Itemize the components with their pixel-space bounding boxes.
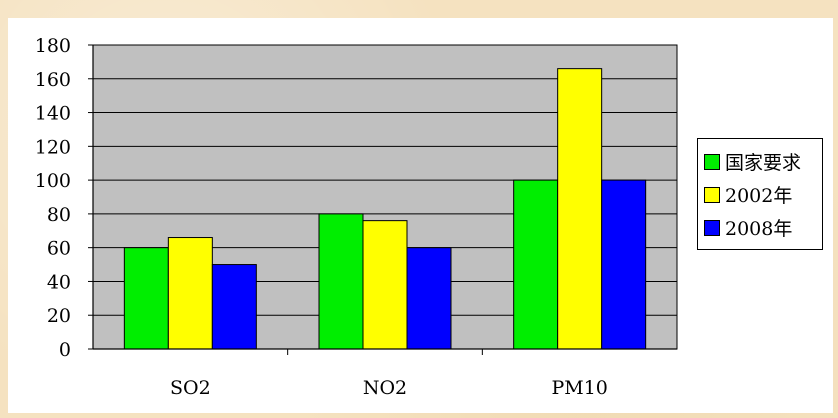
- legend-swatch: [704, 219, 720, 236]
- y-tick-label: 0: [59, 339, 71, 361]
- legend-label: 国家要求: [725, 152, 802, 174]
- chart-area: 0 20 40 60 80 100 120 140 160 180 SO2 NO2 PM10: [8, 18, 833, 413]
- y-tick-label: 40: [47, 271, 71, 293]
- y-tick-label: 100: [35, 170, 71, 192]
- x-category-label: SO2: [170, 377, 211, 399]
- legend-label: 2008年: [725, 218, 793, 240]
- chart-legend: 国家要求 2002年 2008年: [697, 138, 823, 250]
- y-tick-label: 160: [35, 69, 71, 91]
- legend-item: 2002年: [704, 178, 822, 211]
- x-category-label: NO2: [363, 377, 407, 399]
- legend-swatch: [704, 186, 720, 203]
- y-tick-label: 60: [47, 238, 71, 260]
- bar-no2-series-0: [318, 213, 364, 350]
- y-tick-label: 120: [35, 136, 71, 158]
- y-tick-label: 180: [35, 35, 71, 57]
- bar-no2-series-2: [406, 247, 452, 350]
- y-tick-label: 20: [47, 305, 71, 327]
- bar-so2-series-0: [123, 247, 169, 350]
- bar-pm10-series-2: [601, 179, 647, 350]
- bar-so2-series-1: [167, 237, 213, 350]
- legend-item: 国家要求: [704, 145, 822, 178]
- bar-pm10-series-1: [557, 68, 603, 350]
- bar-no2-series-1: [362, 220, 408, 350]
- bar-chart: 0 20 40 60 80 100 120 140 160 180 SO2 NO2 PM10: [35, 35, 678, 399]
- bar-pm10-series-0: [513, 179, 559, 350]
- y-tick-label: 140: [35, 103, 71, 125]
- bar-so2-series-2: [211, 264, 257, 350]
- y-tick-label: 80: [47, 204, 71, 226]
- x-category-label: PM10: [551, 377, 607, 399]
- legend-item: 2008年: [704, 211, 822, 244]
- legend-label: 2002年: [725, 185, 793, 207]
- legend-swatch: [704, 153, 720, 170]
